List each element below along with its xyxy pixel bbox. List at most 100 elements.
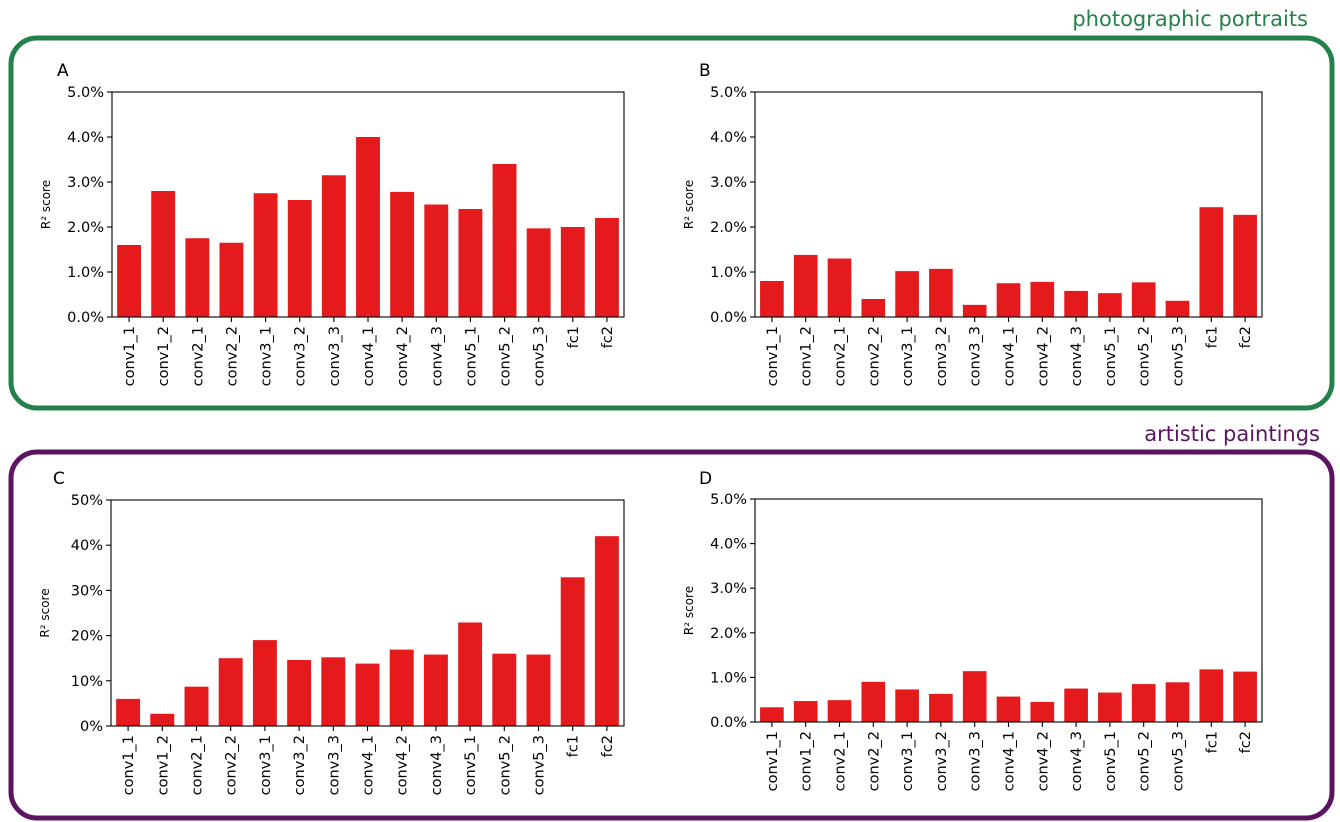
x-tick-label-a: conv5_1: [463, 326, 479, 386]
x-tick-label-c: conv4_3: [429, 735, 445, 795]
bar-d-conv2_2: [861, 681, 886, 722]
x-tick-label-a: conv4_2: [395, 326, 411, 386]
y-tick-label-c: 50%: [71, 493, 103, 509]
x-tick-label-d: conv5_3: [1171, 731, 1187, 791]
y-axis-label-a: R² score: [39, 180, 53, 229]
panel-letter-a: A: [57, 61, 69, 81]
x-tick-label-b: conv4_3: [1069, 326, 1085, 386]
bar-b-conv5_3: [1165, 300, 1190, 317]
x-tick-label-c: conv3_3: [326, 735, 342, 795]
bar-c-fc1: [560, 577, 585, 726]
x-tick-label-a: conv1_1: [122, 326, 138, 386]
chart-panel-b: B 0.0% 1.0% 2.0% 3.0% 4.0% 5.0% conv1_1 conv1_2 c…: [682, 61, 1263, 386]
x-tick-label-b: conv4_2: [1035, 326, 1051, 386]
y-tick-label-b: 5.0%: [710, 85, 747, 101]
bar-c-conv3_3: [321, 657, 346, 726]
bar-d-conv5_2: [1131, 684, 1156, 722]
x-tick-label-b: conv5_1: [1103, 326, 1119, 386]
y-axis-label-d: R² score: [682, 586, 696, 635]
bar-b-conv1_2: [793, 254, 818, 317]
x-tick-label-b: conv2_1: [833, 326, 849, 386]
bar-c-conv3_1: [252, 640, 277, 726]
bar-b-conv3_2: [929, 268, 953, 317]
x-tick-label-a: conv2_2: [224, 326, 240, 386]
x-tick-label-c: conv3_1: [258, 735, 274, 795]
y-axis-label-b: R² score: [682, 180, 696, 229]
x-tick-label-c: conv4_2: [395, 735, 411, 795]
x-tick-label-a: conv3_3: [327, 326, 343, 386]
y-tick-label-c: 40%: [71, 538, 103, 554]
x-tick-label-a: conv4_1: [361, 326, 377, 386]
bar-c-conv2_2: [218, 658, 243, 726]
bar-b-conv3_3: [962, 304, 987, 317]
bar-c-fc2: [594, 536, 619, 726]
x-tick-label-b: fc2: [1238, 326, 1254, 348]
bar-c-conv4_2: [389, 649, 414, 726]
y-tick-label-c: 20%: [71, 629, 103, 645]
bar-c-conv5_1: [458, 622, 483, 726]
bar-b-conv5_2: [1131, 282, 1156, 317]
bar-d-conv4_1: [996, 696, 1021, 722]
x-tick-label-d: conv2_1: [833, 731, 849, 791]
x-tick-label-a: conv1_2: [156, 326, 172, 386]
bar-a-conv2_2: [219, 242, 244, 317]
y-tick-label-c: 30%: [71, 583, 103, 599]
x-tick-label-b: fc1: [1204, 326, 1220, 348]
x-tick-label-d: fc1: [1204, 731, 1220, 753]
x-tick-label-a: fc2: [600, 326, 616, 348]
bar-a-conv3_1: [253, 193, 278, 317]
bar-d-conv2_1: [827, 700, 852, 722]
bar-b-conv4_2: [1030, 281, 1055, 317]
y-tick-label-b: 2.0%: [710, 220, 747, 236]
panel-letter-b: B: [699, 61, 711, 81]
y-axis-label-c: R² score: [38, 588, 52, 637]
y-tick-label-b: 0.0%: [710, 310, 747, 326]
x-tick-label-c: conv2_2: [224, 735, 240, 795]
x-tick-label-d: conv1_1: [765, 731, 781, 791]
panel-letter-c: C: [53, 469, 65, 489]
bar-a-fc1: [560, 227, 585, 317]
bar-a-fc2: [594, 218, 619, 317]
bar-d-conv3_2: [929, 693, 953, 722]
y-tick-label-a: 2.0%: [67, 220, 104, 236]
chart-panel-d: D 0.0% 1.0% 2.0% 3.0% 4.0% 5.0% conv1_1 conv1_2 c…: [682, 469, 1263, 791]
bar-d-conv4_2: [1030, 701, 1055, 722]
x-tick-label-c: fc2: [600, 735, 616, 757]
x-tick-label-b: conv4_1: [1002, 326, 1018, 386]
bar-a-conv4_2: [390, 191, 415, 317]
x-tick-label-c: conv5_1: [463, 735, 479, 795]
bar-a-conv5_2: [492, 164, 517, 317]
x-tick-label-b: conv2_2: [866, 326, 882, 386]
bar-c-conv5_2: [492, 653, 517, 726]
x-tick-label-b: conv3_3: [968, 326, 984, 386]
art-group-frame: [8, 449, 1335, 821]
x-tick-label-d: fc2: [1238, 731, 1254, 753]
x-tick-label-a: conv5_3: [532, 326, 548, 386]
y-tick-label-b: 1.0%: [710, 265, 747, 281]
bar-a-conv5_1: [458, 209, 483, 317]
bar-a-conv3_3: [321, 175, 346, 317]
bar-b-conv2_2: [861, 299, 886, 317]
x-tick-label-b: conv5_3: [1171, 326, 1187, 386]
x-tick-label-c: conv5_2: [497, 735, 513, 795]
bar-d-conv3_1: [895, 689, 919, 722]
x-tick-label-d: conv5_2: [1137, 731, 1153, 791]
chart-panel-c: C 0% 10% 20% 30% 40% 50% conv1_1 conv1_2 conv2_1 c…: [38, 469, 625, 795]
bar-c-conv4_3: [423, 654, 448, 726]
y-tick-label-d: 1.0%: [710, 670, 747, 686]
x-tick-label-b: conv3_1: [900, 326, 916, 386]
bar-d-conv3_3: [962, 671, 987, 722]
x-tick-label-d: conv4_3: [1069, 731, 1085, 791]
y-tick-label-d: 5.0%: [710, 492, 747, 508]
x-tick-label-a: conv3_1: [259, 326, 275, 386]
bar-b-fc2: [1233, 214, 1257, 317]
x-tick-label-d: conv4_1: [1002, 731, 1018, 791]
bar-b-conv2_1: [827, 258, 852, 317]
x-tick-label-c: fc1: [566, 735, 582, 757]
x-tick-label-a: fc1: [566, 326, 582, 348]
x-tick-label-b: conv1_1: [765, 326, 781, 386]
bar-c-conv5_3: [526, 654, 551, 726]
x-tick-label-a: conv5_2: [498, 326, 514, 386]
x-tick-label-c: conv1_2: [155, 735, 171, 795]
